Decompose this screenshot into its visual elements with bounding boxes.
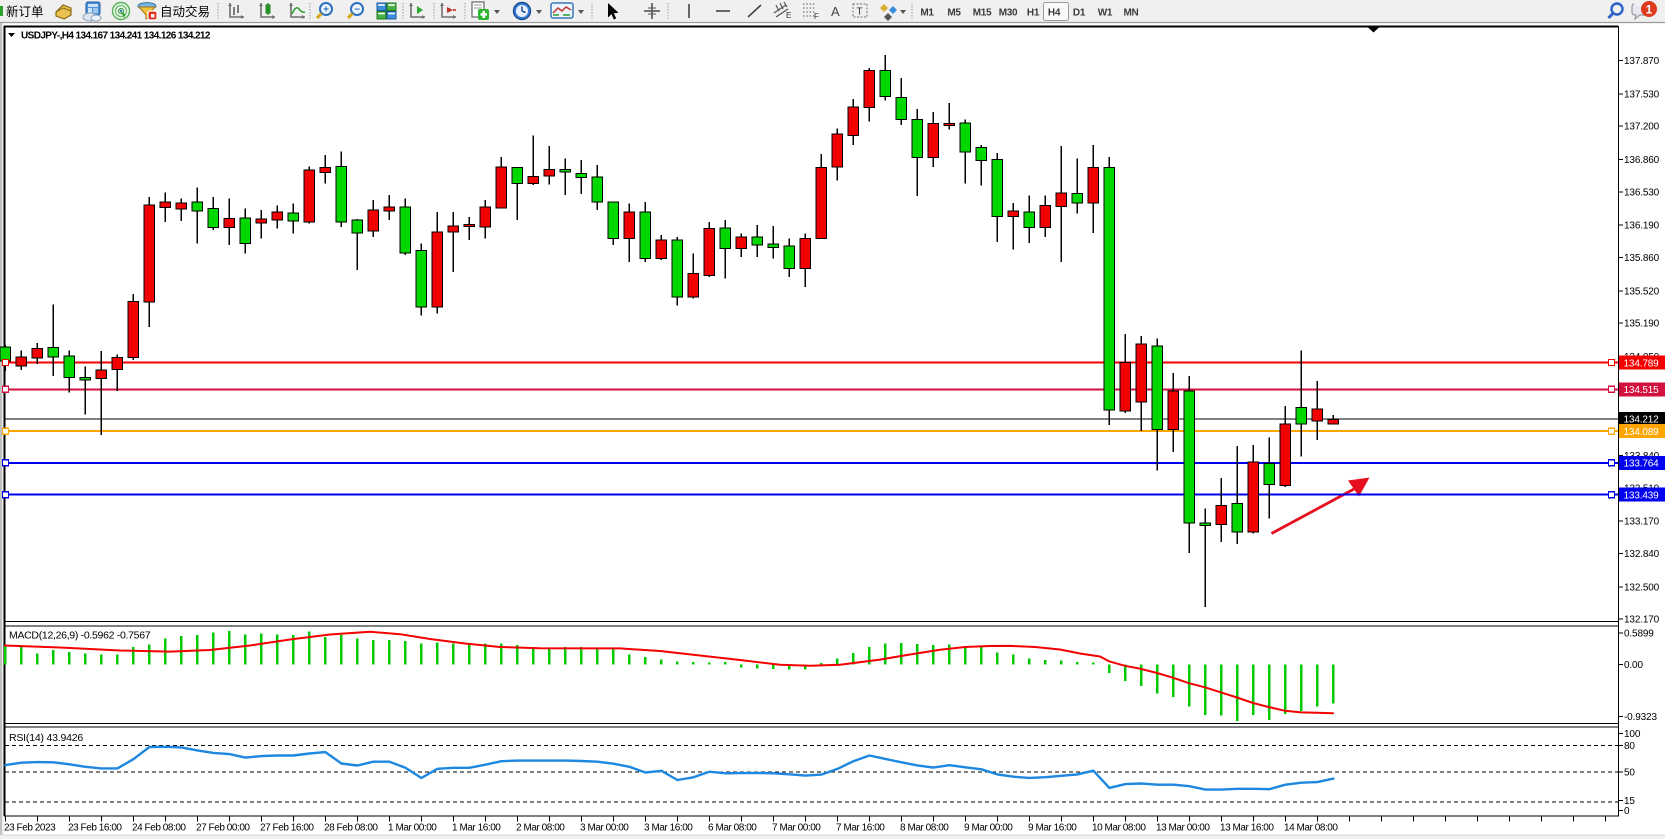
svg-text:135.520: 135.520 <box>1624 286 1660 297</box>
svg-text:RSI(14) 43.9426: RSI(14) 43.9426 <box>9 732 83 744</box>
svg-text:137.200: 137.200 <box>1624 122 1660 133</box>
svg-text:自动交易: 自动交易 <box>160 4 210 19</box>
svg-text:W1: W1 <box>1098 8 1113 19</box>
svg-text:8 Mar 08:00: 8 Mar 08:00 <box>900 823 949 834</box>
svg-text:0.5899: 0.5899 <box>1624 629 1654 640</box>
svg-text:133.439: 133.439 <box>1624 491 1660 502</box>
svg-text:1: 1 <box>1646 3 1653 17</box>
svg-text:7 Mar 16:00: 7 Mar 16:00 <box>836 823 885 834</box>
svg-text:136.530: 136.530 <box>1624 187 1660 198</box>
svg-text:15: 15 <box>1624 796 1635 807</box>
svg-text:136.860: 136.860 <box>1624 155 1660 166</box>
svg-text:132.500: 132.500 <box>1624 582 1660 593</box>
svg-text:T: T <box>857 7 863 18</box>
svg-text:9 Mar 16:00: 9 Mar 16:00 <box>1028 823 1077 834</box>
svg-text:新订单: 新订单 <box>6 4 44 19</box>
svg-text:H4: H4 <box>1048 8 1061 19</box>
svg-text:23 Feb 16:00: 23 Feb 16:00 <box>68 823 122 834</box>
svg-text:E: E <box>786 11 791 20</box>
svg-text:132.840: 132.840 <box>1624 549 1660 560</box>
svg-text:6 Mar 08:00: 6 Mar 08:00 <box>708 823 757 834</box>
svg-text:28 Feb 08:00: 28 Feb 08:00 <box>324 823 378 834</box>
svg-text:0.00: 0.00 <box>1624 660 1643 671</box>
svg-text:M15: M15 <box>973 8 992 19</box>
svg-text:27 Feb 00:00: 27 Feb 00:00 <box>196 823 250 834</box>
svg-text:13 Mar 16:00: 13 Mar 16:00 <box>1220 823 1274 834</box>
svg-text:0: 0 <box>1624 806 1630 817</box>
svg-text:23 Feb 2023: 23 Feb 2023 <box>4 823 56 834</box>
svg-text:80: 80 <box>1624 741 1635 752</box>
svg-text:MACD(12,26,9) -0.5962 -0.7567: MACD(12,26,9) -0.5962 -0.7567 <box>9 630 151 642</box>
svg-text:A: A <box>831 4 840 19</box>
svg-text:-0.9323: -0.9323 <box>1624 712 1657 723</box>
svg-text:133.764: 133.764 <box>1624 459 1660 470</box>
svg-text:3 Mar 00:00: 3 Mar 00:00 <box>580 823 629 834</box>
svg-text:134.515: 134.515 <box>1624 385 1660 396</box>
svg-text:137.870: 137.870 <box>1624 56 1660 67</box>
svg-text:136.190: 136.190 <box>1624 221 1660 232</box>
svg-text:+: + <box>323 5 329 16</box>
svg-text:135.860: 135.860 <box>1624 253 1660 264</box>
svg-text:1 Mar 16:00: 1 Mar 16:00 <box>452 823 501 834</box>
svg-text:134.089: 134.089 <box>1624 427 1660 438</box>
svg-text:M5: M5 <box>947 8 961 19</box>
svg-text:3 Mar 16:00: 3 Mar 16:00 <box>644 823 693 834</box>
svg-text:10 Mar 08:00: 10 Mar 08:00 <box>1092 823 1146 834</box>
svg-text:134.212: 134.212 <box>1624 415 1660 426</box>
svg-text:100: 100 <box>1624 729 1641 740</box>
svg-text:132.170: 132.170 <box>1624 615 1660 626</box>
svg-text:135.190: 135.190 <box>1624 319 1660 330</box>
svg-text:H1: H1 <box>1027 8 1040 19</box>
svg-text:24 Feb 08:00: 24 Feb 08:00 <box>132 823 186 834</box>
svg-text:7 Mar 00:00: 7 Mar 00:00 <box>772 823 821 834</box>
svg-text:M1: M1 <box>920 8 934 19</box>
svg-text:F: F <box>814 12 819 21</box>
svg-text:M30: M30 <box>999 8 1018 19</box>
svg-text:USDJPY-,H4 134.167 134.241 13: USDJPY-,H4 134.167 134.241 134.126 134.2… <box>21 31 211 42</box>
svg-text:13 Mar 00:00: 13 Mar 00:00 <box>1156 823 1210 834</box>
svg-text:1 Mar 00:00: 1 Mar 00:00 <box>388 823 437 834</box>
svg-text:134.789: 134.789 <box>1624 358 1660 369</box>
svg-text:27 Feb 16:00: 27 Feb 16:00 <box>260 823 314 834</box>
svg-text:−: − <box>354 5 360 16</box>
svg-text:137.530: 137.530 <box>1624 89 1660 100</box>
svg-text:MN: MN <box>1124 8 1139 19</box>
svg-text:14 Mar 08:00: 14 Mar 08:00 <box>1284 823 1338 834</box>
svg-text:133.170: 133.170 <box>1624 517 1660 528</box>
svg-text:D1: D1 <box>1073 8 1086 19</box>
svg-text:50: 50 <box>1624 768 1635 779</box>
svg-text:9 Mar 00:00: 9 Mar 00:00 <box>964 823 1013 834</box>
svg-text:2 Mar 08:00: 2 Mar 08:00 <box>516 823 565 834</box>
